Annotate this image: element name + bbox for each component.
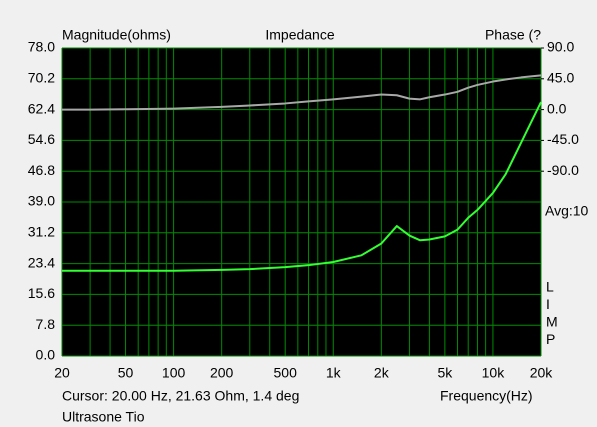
y2-tick-label: 0.0 — [547, 100, 567, 116]
y2-tick-label: -45.0 — [547, 131, 579, 147]
y2-tick-label: -90.0 — [547, 162, 579, 178]
side-label-letter: L — [546, 279, 554, 295]
y-tick-label: 78.0 — [28, 39, 55, 55]
series-line — [62, 74, 542, 111]
annotation: Avg:10 — [545, 203, 589, 219]
side-label-letter: P — [546, 331, 555, 347]
y-tick-label: 54.6 — [28, 131, 55, 147]
y-tick-label: 62.4 — [28, 100, 55, 116]
x-axis-label: Frequency(Hz) — [440, 388, 533, 404]
y-tick-label: 23.4 — [28, 254, 55, 270]
x-tick-label: 20k — [530, 365, 554, 381]
y-tick-label: 39.0 — [28, 193, 55, 209]
x-tick-label: 200 — [210, 365, 234, 381]
y-tick-label: 15.6 — [28, 285, 55, 301]
y-tick-label: 7.8 — [36, 316, 56, 332]
x-tick-label: 5k — [437, 365, 453, 381]
y2-tick-label: 90.0 — [547, 39, 574, 55]
chart-title: Impedance — [265, 27, 334, 43]
x-tick-label: 1k — [326, 365, 342, 381]
side-label-letter: I — [546, 296, 550, 312]
y-tick-label: 46.8 — [28, 162, 55, 178]
x-tick-label: 50 — [118, 365, 134, 381]
side-label-letter: M — [546, 314, 558, 330]
y2-axis-label: Phase (? — [485, 27, 541, 43]
y-tick-label: 31.2 — [28, 224, 55, 240]
x-tick-label: 500 — [274, 365, 298, 381]
cursor-readout: Cursor: 20.00 Hz, 21.63 Ohm, 1.4 deg — [62, 388, 299, 404]
x-tick-label: 100 — [162, 365, 186, 381]
y-tick-label: 0.0 — [36, 347, 56, 363]
series-line — [62, 101, 542, 272]
x-tick-label: 10k — [482, 365, 506, 381]
y-axis-label: Magnitude(ohms) — [62, 27, 171, 43]
x-tick-label: 2k — [374, 365, 390, 381]
y2-tick-label: 45.0 — [547, 70, 574, 86]
x-tick-label: 20 — [54, 365, 70, 381]
y-tick-label: 70.2 — [28, 70, 55, 86]
device-name: Ultrasone Tio — [62, 409, 145, 425]
